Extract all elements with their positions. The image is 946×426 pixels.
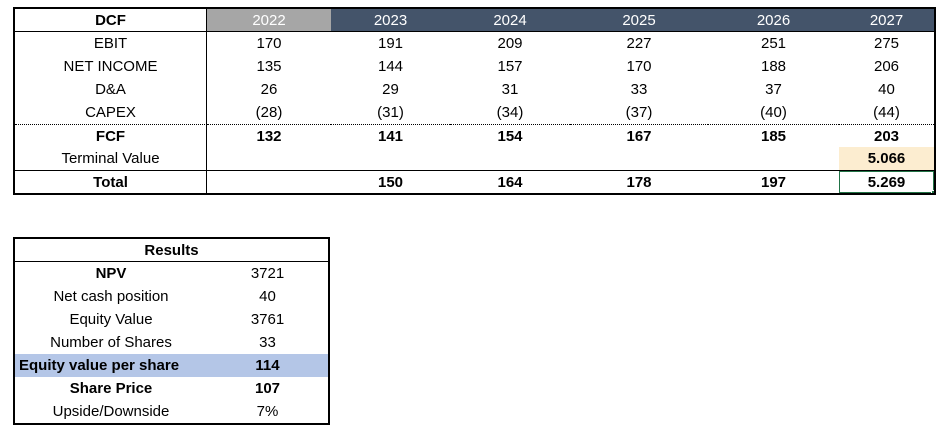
dcf-cell[interactable]: 178 <box>570 170 708 193</box>
results-row-label-equity-value-per-share[interactable]: Equity value per share <box>15 354 207 377</box>
dcf-year-header-2025[interactable]: 2025 <box>570 9 708 32</box>
dcf-row-label-total[interactable]: Total <box>15 170 207 193</box>
dcf-cell[interactable]: 251 <box>760 35 787 52</box>
results-row-label-share-price[interactable]: Share Price <box>69 380 153 397</box>
dcf-cell[interactable]: (31) <box>377 104 404 121</box>
results-row-label-equity-value[interactable]: Equity Value <box>69 311 153 328</box>
dcf-cell[interactable]: 275 <box>873 35 900 52</box>
dcf-cell[interactable]: 167 <box>570 124 708 147</box>
dcf-row-label-fcf[interactable]: FCF <box>15 124 207 147</box>
dcf-cell[interactable]: 33 <box>630 81 648 98</box>
dcf-cell[interactable]: 170 <box>256 35 282 52</box>
dcf-cell[interactable]: 141 <box>331 124 450 147</box>
dcf-title-cell[interactable]: DCF <box>15 9 207 32</box>
dcf-row-label-ebit[interactable]: EBIT <box>15 32 207 55</box>
dcf-cell[interactable]: (28) <box>255 104 283 121</box>
dcf-row-label-net-income[interactable]: NET INCOME <box>15 55 207 78</box>
results-row-label-net-cash-position[interactable]: Net cash position <box>53 288 169 305</box>
dcf-cell[interactable]: 206 <box>873 58 900 75</box>
dcf-cell-total-2027-selected[interactable]: 5.269 <box>839 170 934 193</box>
results-cell[interactable]: 3721 <box>250 265 285 282</box>
dcf-cell[interactable]: 135 <box>256 58 282 75</box>
dcf-year-header-2024[interactable]: 2024 <box>450 9 570 32</box>
results-table: Results NPV 3721 Net cash position 40 Eq… <box>13 237 330 425</box>
results-row-label-npv[interactable]: NPV <box>95 265 127 282</box>
dcf-cell[interactable] <box>331 147 450 170</box>
dcf-year-header-2023[interactable]: 2023 <box>331 9 450 32</box>
dcf-table: DCF 2022 2023 2024 2025 2026 2027 EBIT 1… <box>13 7 936 195</box>
dcf-cell[interactable] <box>570 147 708 170</box>
dcf-cell[interactable]: 157 <box>497 58 523 75</box>
dcf-cell[interactable]: 164 <box>450 170 570 193</box>
dcf-cell[interactable]: 185 <box>708 124 839 147</box>
dcf-cell[interactable] <box>708 147 839 170</box>
dcf-cell[interactable]: 154 <box>450 124 570 147</box>
dcf-row-label-terminal-value[interactable]: Terminal Value <box>15 147 207 170</box>
dcf-year-header-2027[interactable]: 2027 <box>839 9 934 32</box>
dcf-cell[interactable]: (44) <box>873 104 900 121</box>
dcf-cell[interactable]: (40) <box>760 104 787 121</box>
fill-handle[interactable] <box>931 190 934 193</box>
dcf-cell[interactable]: 26 <box>260 81 278 98</box>
dcf-cell[interactable]: (37) <box>625 104 653 121</box>
results-cell[interactable]: 3761 <box>250 311 285 328</box>
dcf-cell[interactable]: 132 <box>207 124 331 147</box>
results-row-label-number-of-shares[interactable]: Number of Shares <box>50 334 172 351</box>
dcf-cell[interactable]: 170 <box>626 58 652 75</box>
dcf-cell[interactable] <box>450 147 570 170</box>
results-cell-equity-value-per-share[interactable]: 114 <box>207 354 328 377</box>
dcf-cell[interactable]: (34) <box>496 104 524 121</box>
dcf-cell[interactable]: 37 <box>765 81 782 98</box>
dcf-cell[interactable]: 203 <box>839 124 934 147</box>
results-title-cell[interactable]: Results <box>15 239 328 262</box>
results-cell[interactable]: 40 <box>259 288 276 305</box>
selected-cell-value: 5.269 <box>867 173 906 191</box>
dcf-cell[interactable]: 227 <box>626 35 652 52</box>
dcf-cell[interactable]: 29 <box>382 81 399 98</box>
dcf-cell[interactable]: 197 <box>708 170 839 193</box>
results-row-label-upside-downside[interactable]: Upside/Downside <box>52 403 170 420</box>
dcf-row-label-capex[interactable]: CAPEX <box>15 101 207 124</box>
dcf-year-header-2026[interactable]: 2026 <box>708 9 839 32</box>
dcf-cell[interactable]: 31 <box>501 81 519 98</box>
dcf-cell[interactable]: 188 <box>760 58 787 75</box>
dcf-cell[interactable] <box>207 147 331 170</box>
dcf-cell[interactable]: 144 <box>377 58 404 75</box>
results-cell[interactable]: 33 <box>259 334 276 351</box>
dcf-cell[interactable] <box>207 170 331 193</box>
dcf-year-header-2022[interactable]: 2022 <box>207 9 331 32</box>
dcf-cell-terminal-value-2027[interactable]: 5.066 <box>839 147 934 170</box>
results-cell-share-price[interactable]: 107 <box>254 380 281 397</box>
dcf-cell[interactable]: 209 <box>497 35 523 52</box>
dcf-row-label-da[interactable]: D&A <box>15 78 207 101</box>
dcf-cell[interactable]: 191 <box>377 35 404 52</box>
dcf-cell[interactable]: 40 <box>878 81 895 98</box>
dcf-cell[interactable]: 150 <box>331 170 450 193</box>
results-cell[interactable]: 7% <box>256 403 279 420</box>
